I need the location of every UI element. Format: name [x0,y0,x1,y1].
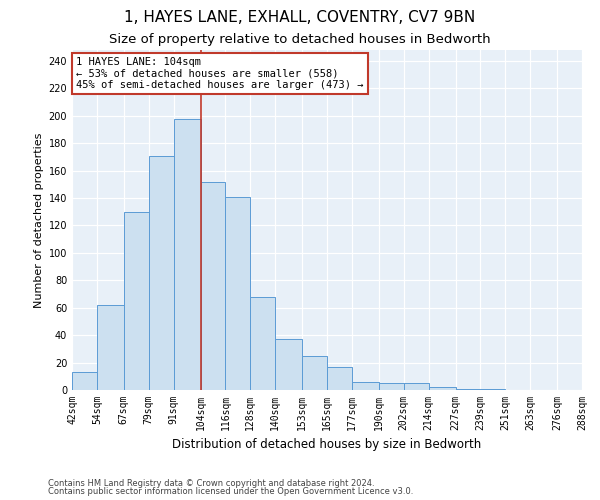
Bar [226,196,250,390]
Text: Contains HM Land Registry data © Crown copyright and database right 2024.: Contains HM Land Registry data © Crown c… [48,478,374,488]
Bar [72,372,97,390]
Bar [173,118,200,390]
Bar [352,382,379,390]
Bar [97,305,124,390]
Bar [455,388,481,390]
Bar [124,212,149,390]
Text: Size of property relative to detached houses in Bedworth: Size of property relative to detached ho… [109,32,491,46]
X-axis label: Distribution of detached houses by size in Bedworth: Distribution of detached houses by size … [172,438,482,452]
Y-axis label: Number of detached properties: Number of detached properties [34,132,44,308]
Bar [275,340,302,390]
Bar [404,383,428,390]
Bar [379,383,404,390]
Bar [149,156,173,390]
Text: 1 HAYES LANE: 104sqm
← 53% of detached houses are smaller (558)
45% of semi-deta: 1 HAYES LANE: 104sqm ← 53% of detached h… [76,57,364,90]
Bar [302,356,327,390]
Bar [200,182,226,390]
Bar [481,388,505,390]
Text: Contains public sector information licensed under the Open Government Licence v3: Contains public sector information licen… [48,487,413,496]
Bar [428,388,455,390]
Bar [250,297,275,390]
Text: 1, HAYES LANE, EXHALL, COVENTRY, CV7 9BN: 1, HAYES LANE, EXHALL, COVENTRY, CV7 9BN [124,10,476,25]
Bar [327,366,352,390]
